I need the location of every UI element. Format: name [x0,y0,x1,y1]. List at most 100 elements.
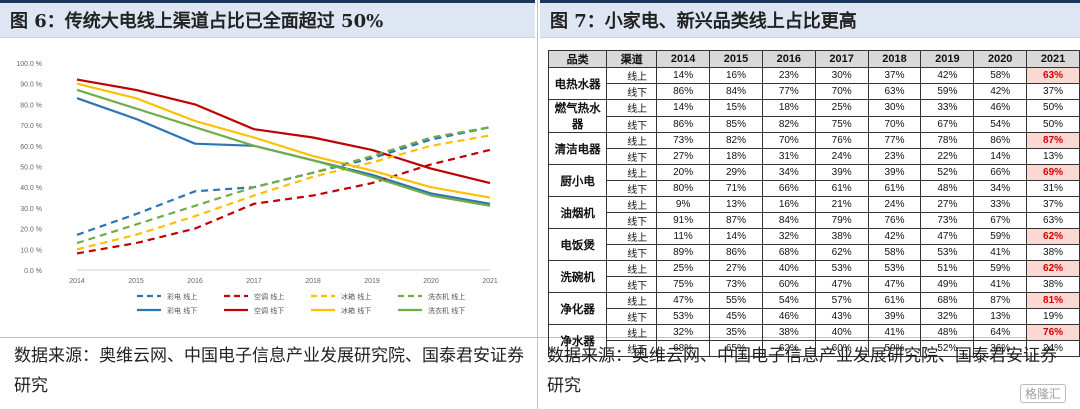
value-cell: 53% [656,308,711,325]
table-row: 线下 68% 65% 62% 60% 59% 52% 36% 24% [549,340,1080,357]
value-cell: 45% [709,308,763,325]
y-tick-label: 60.0 % [20,144,42,151]
value-cell: 43% [814,308,869,325]
channel-cell: 线下 [606,308,658,325]
value-cell: 46% [761,308,816,325]
value-cell: 39% [867,164,922,181]
value-cell: 53% [920,244,975,261]
value-cell: 77% [761,83,816,100]
table-header-2: 2014 [656,50,711,68]
value-cell: 57% [814,292,869,309]
value-cell: 80% [656,180,711,197]
y-tick-label: 30.0 % [20,206,42,213]
value-cell: 59% [973,228,1028,245]
value-cell: 40% [814,324,869,341]
value-cell: 47% [920,228,975,245]
table-row: 线下 27% 18% 31% 24% 23% 22% 14% 13% [549,148,1080,165]
value-cell: 13% [1026,148,1080,165]
value-cell: 32% [920,308,975,325]
legend-label-8: 洗衣机 线下 [428,306,465,315]
x-tick-label: 2018 [305,278,321,285]
value-cell: 24% [814,148,869,165]
category-cell: 电热水器 [547,67,608,100]
value-cell: 79% [814,212,869,229]
value-cell: 55% [709,292,763,309]
value-cell: 51% [920,260,975,277]
table-header-8: 2020 [973,50,1028,68]
value-cell: 13% [709,196,763,213]
table-row: 线下 80% 71% 66% 61% 61% 48% 34% 31% [549,180,1080,197]
left-source-note: 数据来源：奥维云网、中国电子信息产业发展研究院、国泰君安证券研究 [14,346,524,396]
value-cell: 66% [973,164,1028,181]
value-cell: 63% [1026,212,1080,229]
value-cell: 58% [867,244,922,261]
value-cell: 16% [761,196,816,213]
value-cell: 62% [1026,260,1080,277]
value-cell: 34% [761,164,816,181]
value-cell: 50% [1026,99,1080,117]
value-cell: 48% [920,180,975,197]
channel-cell: 线上 [606,324,658,341]
legend-label-4: 空调 线下 [254,306,284,315]
value-cell: 75% [656,276,711,293]
value-cell: 73% [656,132,711,149]
legend-label-2: 彩电 线下 [167,306,197,315]
value-cell: 25% [656,260,711,277]
value-cell: 59% [973,260,1028,277]
value-cell: 38% [761,324,816,341]
value-cell: 14% [656,99,711,117]
value-cell: 31% [1026,180,1080,197]
channel-cell: 线上 [606,132,658,149]
value-cell: 53% [814,260,869,277]
table-row: 线下 91% 87% 84% 79% 76% 73% 67% 63% [549,212,1080,229]
value-cell: 48% [920,324,975,341]
channel-cell: 线下 [606,115,658,133]
value-cell: 61% [867,292,922,309]
value-cell: 37% [1026,83,1080,100]
value-cell: 86% [656,83,711,100]
value-cell: 54% [761,292,816,309]
value-cell: 37% [867,67,922,84]
value-cell: 67% [920,115,975,133]
series-line-2 [76,97,491,205]
value-cell: 21% [814,196,869,213]
value-cell: 61% [814,180,869,197]
value-cell: 11% [656,228,711,245]
value-cell: 60% [761,276,816,293]
value-cell: 71% [709,180,763,197]
channel-cell: 线上 [606,292,658,309]
value-cell: 86% [656,115,711,133]
value-cell: 41% [973,244,1028,261]
value-cell: 16% [709,67,763,84]
value-cell: 54% [973,115,1028,133]
table-row: 燃气热水器 线上 14% 15% 18% 25% 30% 33% 46% 50% [547,99,1080,133]
y-tick-label: 90.0 % [20,82,42,89]
value-cell: 15% [709,99,763,117]
value-cell: 29% [709,164,763,181]
channel-cell: 线上 [606,260,658,277]
value-cell: 70% [761,132,816,149]
legend-label-5: 冰箱 线上 [341,292,371,301]
table-header-1: 渠道 [606,50,658,68]
value-cell: 50% [1026,115,1080,133]
value-cell: 27% [920,196,975,213]
channel-cell: 线上 [606,196,658,213]
watermark-logo: 格隆汇 [1019,384,1066,403]
value-cell: 14% [656,67,711,84]
value-cell: 87% [1026,132,1080,149]
value-cell: 9% [656,196,711,213]
legend-label-6: 冰箱 线下 [341,306,371,315]
value-cell: 66% [761,180,816,197]
value-cell: 38% [814,228,869,245]
x-tick-label: 2014 [69,278,85,285]
value-cell: 77% [867,132,922,149]
category-cell: 洗碗机 [547,260,608,293]
value-cell: 30% [814,67,869,84]
value-cell: 84% [709,83,763,100]
channel-cell: 线上 [606,228,658,245]
value-cell: 32% [656,324,711,341]
value-cell: 70% [867,115,922,133]
table-row: 净水器 线上 32% 35% 38% 40% 41% 48% 64% 76% [547,324,1080,357]
table-row: 电热水器 线上 14% 16% 23% 30% 37% 42% 58% 63% [547,67,1080,100]
series-line-3 [76,148,491,255]
